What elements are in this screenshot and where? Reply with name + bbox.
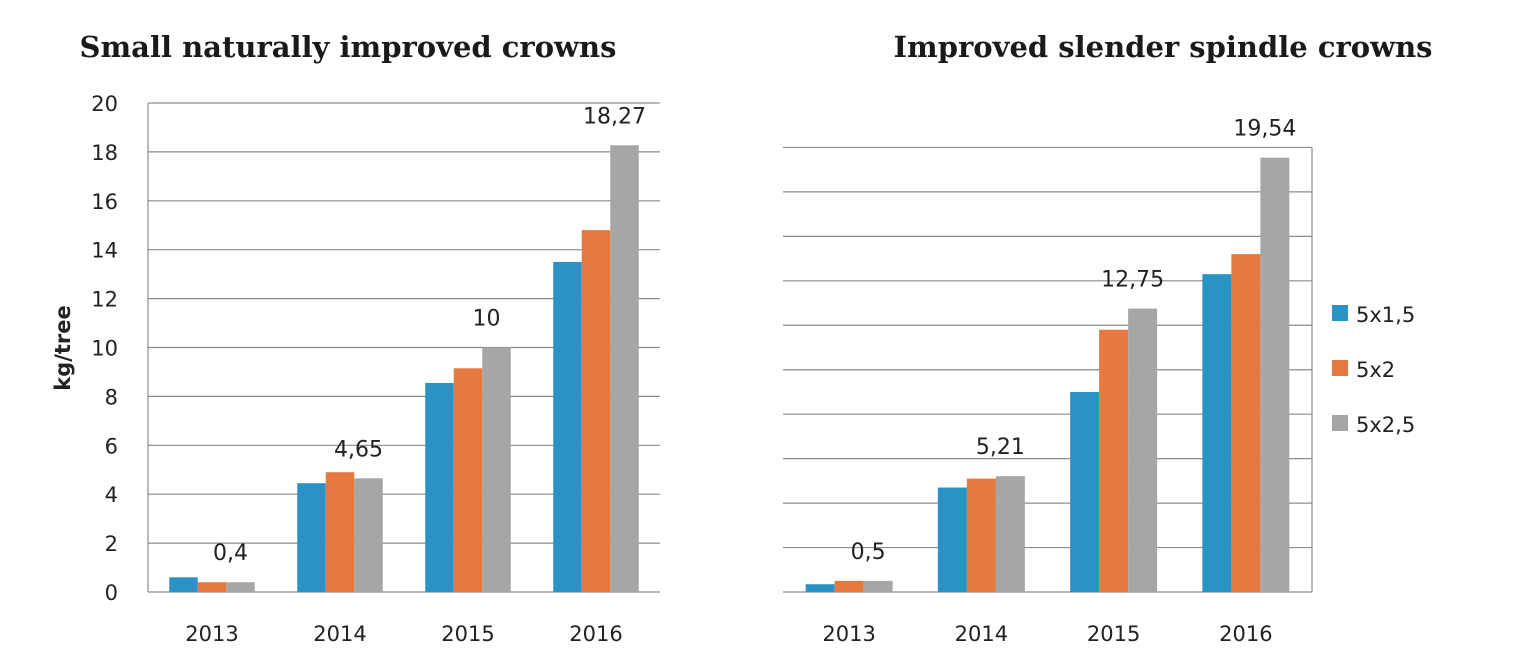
data-label-2014: 5,21 xyxy=(976,435,1025,460)
x-tick-label-2016: 2016 xyxy=(569,622,622,646)
bars-right xyxy=(805,157,1290,593)
y-tick-label: 14 xyxy=(91,239,118,263)
legend-label-5x2-5: 5x2,5 xyxy=(1356,413,1415,437)
legend-swatch-5x2-5 xyxy=(1332,415,1348,431)
x-tick-label-2014: 2014 xyxy=(955,622,1008,646)
data-label-2015: 12,75 xyxy=(1101,268,1164,293)
data-label-2015: 10 xyxy=(473,307,501,332)
bar-2013-series-3 xyxy=(226,582,255,592)
y-tick-label: 12 xyxy=(91,288,118,312)
x-tick-label-2014: 2014 xyxy=(313,622,366,646)
y-tick-label: 16 xyxy=(91,190,118,214)
bar-2013-series-2 xyxy=(197,582,227,592)
bar-2013-series-1 xyxy=(805,584,835,592)
x-tick-label-2013: 2013 xyxy=(822,622,875,646)
bar-2014-series-2 xyxy=(325,472,355,592)
chart-title-right: Improved slender spindle crowns xyxy=(893,30,1432,64)
y-tick-label: 18 xyxy=(91,141,118,165)
legend-swatch-5x2 xyxy=(1332,360,1348,376)
bars-left xyxy=(169,145,639,592)
data-labels-left: 0,4 4,65 10 18,27 xyxy=(213,104,646,566)
gridlines-left xyxy=(147,102,660,593)
chart-improved-slender-spindle-crowns: Improved slender spindle crowns 2013 2014… xyxy=(783,30,1433,646)
data-label-2016: 19,54 xyxy=(1233,117,1296,142)
legend-label-5x2: 5x2 xyxy=(1356,358,1395,382)
y-tick-label: 8 xyxy=(105,385,118,409)
y-tick-label: 0 xyxy=(105,581,118,605)
y-tick-label: 10 xyxy=(91,337,118,361)
data-label-2013: 0,4 xyxy=(213,541,248,566)
bar-2014-series-1 xyxy=(937,487,967,592)
bar-2014-series-1 xyxy=(297,483,326,592)
bar-2014-series-3 xyxy=(995,476,1025,592)
bar-2015-series-1 xyxy=(1070,391,1100,592)
bar-2013-series-2 xyxy=(834,580,864,592)
bar-2016-series-3 xyxy=(610,145,639,592)
data-label-2013: 0,5 xyxy=(851,540,886,565)
bar-2016-series-2 xyxy=(581,230,611,592)
data-labels-right: 0,5 5,21 12,75 19,54 xyxy=(851,117,1297,565)
x-tick-label-2016: 2016 xyxy=(1219,622,1272,646)
bar-2016-series-1 xyxy=(1202,274,1232,592)
bar-2016-series-1 xyxy=(553,261,582,592)
bar-2013-series-1 xyxy=(169,577,198,592)
bar-2014-series-3 xyxy=(354,478,383,592)
legend: 5x1,5 5x2 5x2,5 xyxy=(1332,303,1415,437)
bar-2015-series-3 xyxy=(482,347,511,592)
legend-label-5x1-5: 5x1,5 xyxy=(1356,303,1415,327)
bar-2015-series-3 xyxy=(1128,308,1158,592)
data-label-2014: 4,65 xyxy=(334,437,383,462)
x-tick-label-2015: 2015 xyxy=(1087,622,1140,646)
x-tick-labels-left: 2013 2014 2015 2016 xyxy=(185,622,622,646)
y-tick-label: 2 xyxy=(105,532,118,556)
x-tick-labels-right: 2013 2014 2015 2016 xyxy=(822,622,1272,646)
y-tick-labels-left: 0 2 4 6 8 10 12 14 16 18 20 xyxy=(91,92,118,605)
y-axis-label-left: kg/tree xyxy=(51,305,75,391)
bar-2015-series-2 xyxy=(453,368,483,592)
bar-2016-series-3 xyxy=(1260,157,1290,593)
x-tick-label-2013: 2013 xyxy=(185,622,238,646)
data-label-2016: 18,27 xyxy=(583,104,646,129)
legend-swatch-5x1-5 xyxy=(1332,305,1348,321)
x-tick-label-2015: 2015 xyxy=(441,622,494,646)
y-tick-label: 4 xyxy=(105,483,118,507)
chart-small-naturally-improved-crowns: Small naturally improved crowns kg/tree … xyxy=(51,30,660,646)
bar-2013-series-3 xyxy=(863,580,893,592)
bar-2014-series-2 xyxy=(966,478,996,592)
bar-2015-series-1 xyxy=(425,382,454,592)
bar-2015-series-2 xyxy=(1099,329,1129,592)
chart-title-left: Small naturally improved crowns xyxy=(80,30,617,64)
y-tick-label: 20 xyxy=(91,92,118,116)
bar-2016-series-2 xyxy=(1231,254,1261,593)
y-tick-label: 6 xyxy=(105,434,118,458)
